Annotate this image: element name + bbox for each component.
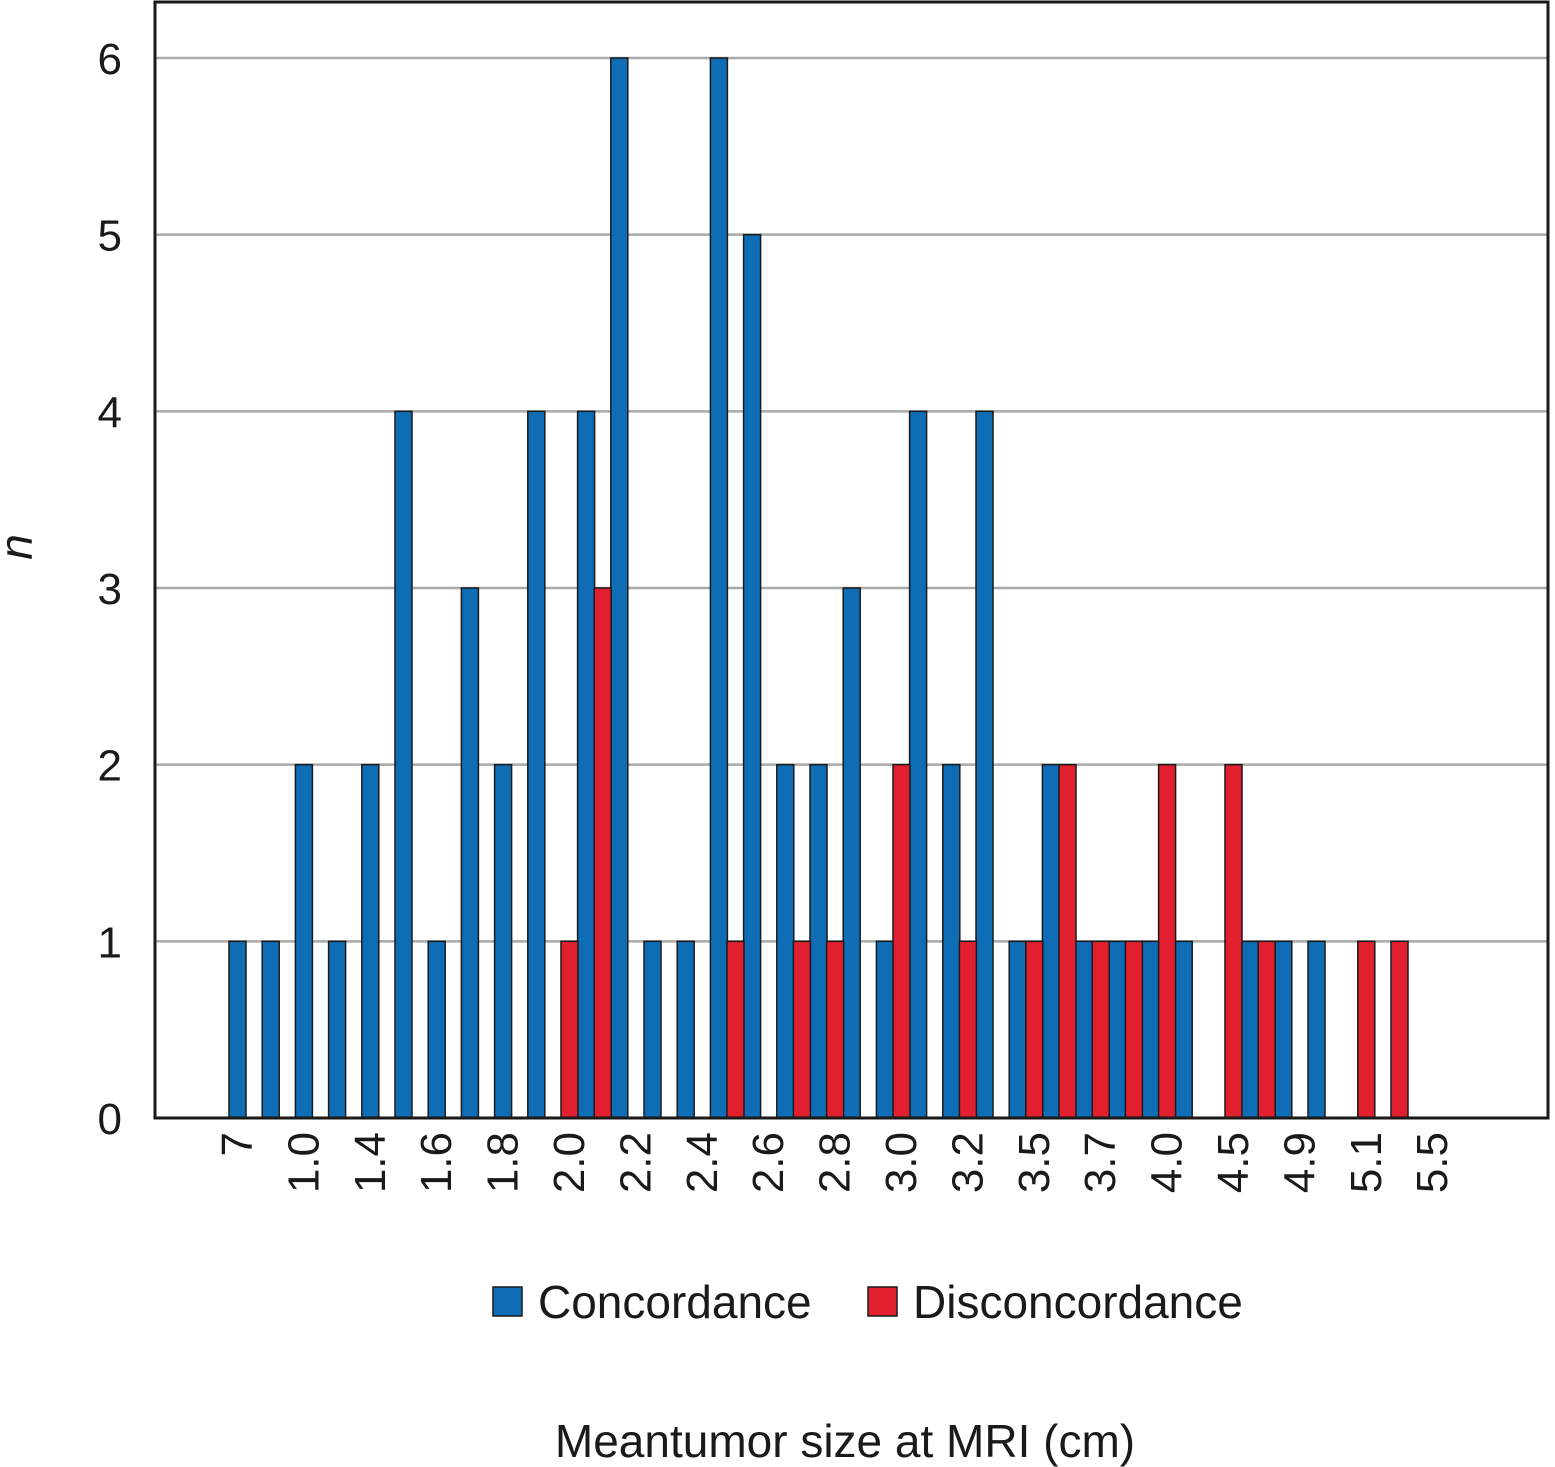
x-axis-title: Meantumor size at MRI (cm)	[555, 1415, 1135, 1467]
x-tick-label: 1.6	[412, 1132, 461, 1193]
x-tick-label: 5.5	[1408, 1132, 1457, 1193]
bar-concordance	[327, 940, 347, 1119]
bar-concordance	[294, 763, 314, 1119]
plot-frame	[153, 0, 1550, 1120]
x-tick-label: 3.7	[1076, 1132, 1125, 1193]
bar-concordance	[427, 940, 446, 1119]
bar-concordance	[643, 940, 662, 1119]
bar-disconcordance	[1357, 940, 1376, 1119]
x-tick-label: 7	[213, 1132, 262, 1156]
legend-label-concordance: Concordance	[538, 1276, 812, 1328]
y-tick-labels: 0 1 2 3 4 5 6	[98, 35, 122, 1144]
x-tick-label: 3.2	[943, 1132, 992, 1193]
legend-swatch-concordance	[492, 1286, 523, 1317]
bar-concordance	[1074, 940, 1094, 1119]
bar-concordance	[1108, 940, 1127, 1119]
x-tick-label: 4.5	[1209, 1132, 1258, 1193]
x-tick-label: 5.1	[1342, 1132, 1391, 1193]
bar-concordance	[809, 763, 828, 1119]
y-tick-label: 1	[98, 918, 122, 967]
y-tick-label: 3	[98, 565, 122, 614]
bar-disconcordance	[1091, 940, 1110, 1119]
legend-label-disconcordance: Disconcordance	[913, 1276, 1243, 1328]
x-tick-label: 2.4	[678, 1132, 727, 1193]
bar-concordance	[1307, 940, 1326, 1119]
x-tick-label: 3.5	[1010, 1132, 1059, 1193]
bar-disconcordance	[892, 763, 911, 1119]
bar-concordance	[742, 233, 762, 1119]
bar-disconcordance	[1124, 940, 1144, 1119]
bar-concordance	[908, 410, 928, 1119]
y-axis-title: n	[0, 534, 42, 560]
bar-disconcordance	[1390, 940, 1409, 1119]
bar-concordance	[975, 410, 994, 1119]
bar-concordance	[261, 940, 280, 1119]
bar-concordance	[709, 57, 729, 1119]
x-tick-label: 2.6	[744, 1132, 793, 1193]
x-tick-label: 3.0	[877, 1132, 926, 1193]
bar-concordance	[527, 410, 546, 1119]
bar-concordance	[394, 410, 413, 1119]
x-tick-label: 1.8	[479, 1132, 528, 1193]
bar-concordance	[1141, 940, 1160, 1119]
x-tick-labels: 7 1.0 1.4 1.6 1.8 2.0 2.2 2.4 2.6 2.8 3.0 3.2 3.5 3.7…	[213, 1132, 1457, 1193]
legend: Concordance Disconcordance	[492, 1276, 1243, 1328]
x-tick-label: 1.0	[279, 1132, 328, 1193]
x-tick-label: 4.9	[1275, 1132, 1324, 1193]
bar-concordance	[460, 587, 480, 1119]
bar-concordance	[676, 940, 695, 1119]
bar-disconcordance	[1257, 940, 1276, 1119]
bar-concordance	[1174, 940, 1193, 1119]
bar-concordance	[361, 763, 380, 1119]
y-tick-label: 2	[98, 742, 122, 791]
y-tick-label: 0	[98, 1095, 122, 1144]
y-tick-label: 5	[98, 212, 122, 261]
bar-disconcordance	[1058, 763, 1077, 1119]
bar-concordance	[776, 763, 795, 1119]
bar-concordance	[228, 940, 247, 1119]
bar-concordance	[942, 763, 961, 1119]
bar-concordance	[1041, 763, 1061, 1119]
bar-disconcordance	[958, 940, 978, 1119]
bar-disconcordance	[792, 940, 812, 1119]
bar-concordance	[576, 410, 596, 1119]
legend-swatch-disconcordance	[867, 1286, 898, 1317]
x-tick-label: 2.8	[811, 1132, 860, 1193]
bar-concordance	[610, 57, 629, 1119]
x-tick-label: 2.0	[545, 1132, 594, 1193]
bar-disconcordance	[825, 940, 845, 1119]
y-tick-label: 6	[98, 35, 122, 84]
x-tick-label: 1.4	[346, 1132, 395, 1193]
x-tick-label: 4.0	[1143, 1132, 1192, 1193]
bar-concordance	[1274, 940, 1293, 1119]
bar-disconcordance	[726, 940, 745, 1119]
bar-concordance	[842, 587, 861, 1119]
bar-concordance	[875, 940, 895, 1119]
bar-disconcordance	[1157, 763, 1177, 1119]
bar-disconcordance	[1224, 763, 1243, 1119]
x-tick-label: 2.2	[611, 1132, 660, 1193]
bar-concordance	[493, 763, 513, 1119]
bar-concordance	[1240, 940, 1260, 1119]
bar-disconcordance	[1025, 940, 1044, 1119]
bar-disconcordance	[593, 587, 612, 1119]
y-tick-label: 4	[98, 388, 122, 437]
bar-concordance	[1008, 940, 1027, 1119]
bar-disconcordance	[560, 940, 579, 1119]
